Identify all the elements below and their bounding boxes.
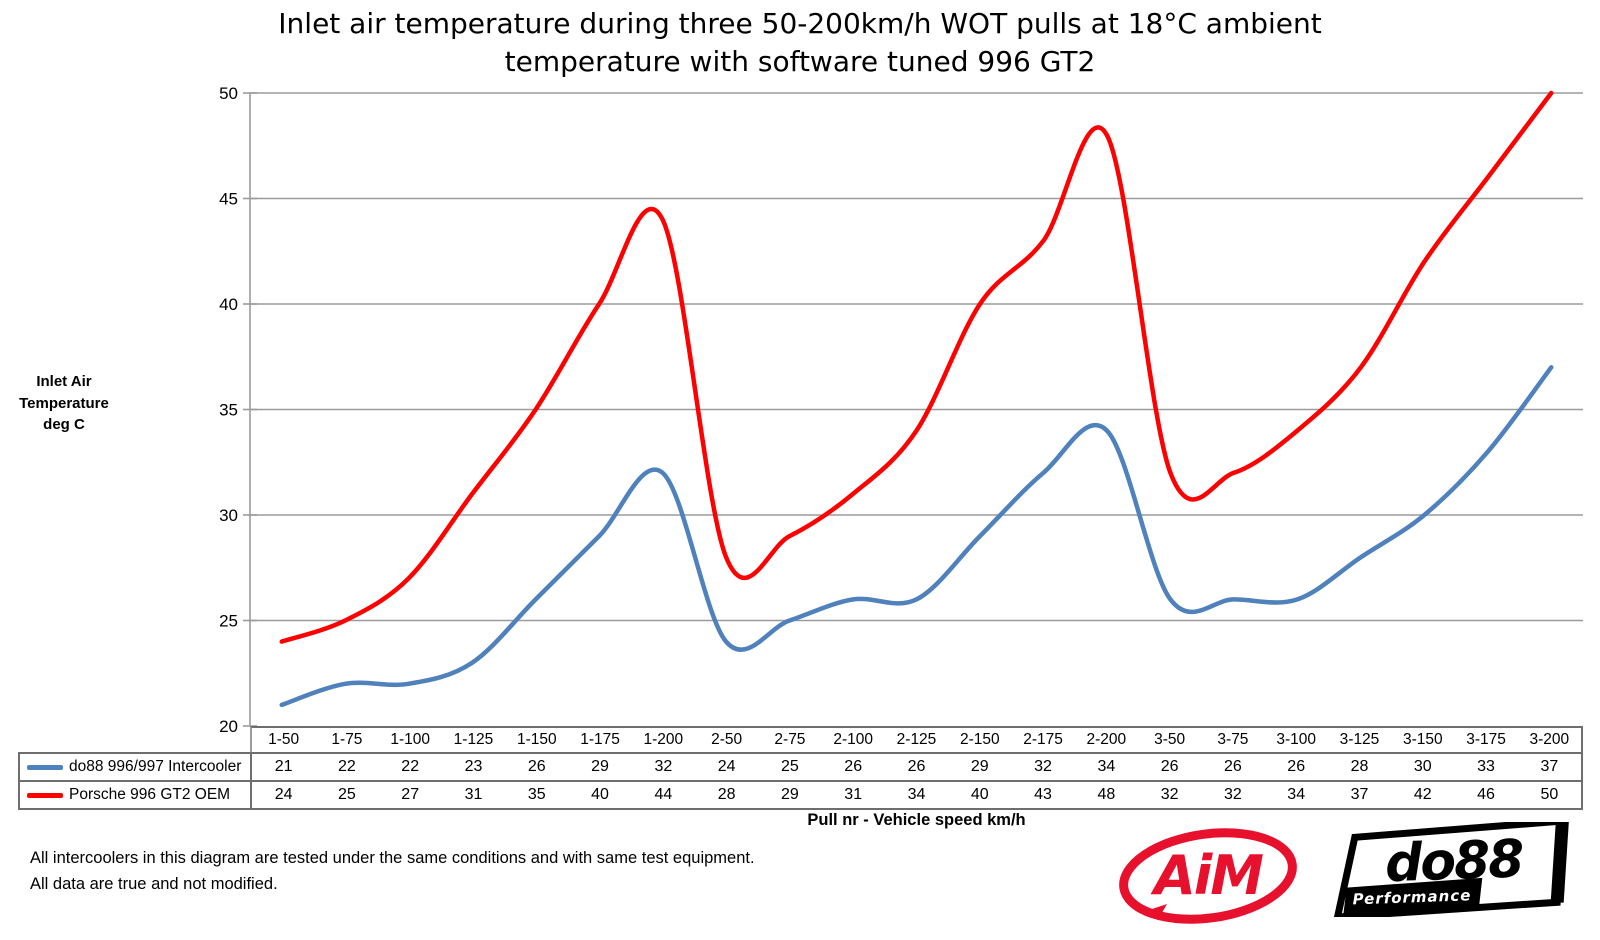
x-category-label: 1-125 — [453, 731, 494, 748]
x-category-label: 2-50 — [711, 731, 743, 748]
do88-logo: do88 Performance — [1333, 822, 1569, 917]
x-category-label: 3-50 — [1154, 731, 1186, 748]
do88-logo-subtext: Performance — [1352, 886, 1471, 908]
table-value-cell: 37 — [1540, 758, 1559, 775]
table-value-cell: 33 — [1477, 758, 1495, 775]
table-value-cell: 31 — [464, 786, 483, 803]
x-category-label: 2-200 — [1086, 731, 1127, 748]
y-tick-label: 35 — [219, 401, 238, 420]
table-value-cell: 40 — [591, 786, 609, 803]
x-category-label: 3-75 — [1217, 731, 1249, 748]
x-category-label: 3-200 — [1529, 731, 1570, 748]
x-category-label: 1-150 — [516, 731, 557, 748]
table-value-cell: 29 — [970, 758, 989, 775]
y-axis-title: Inlet Air Temperature deg C — [19, 373, 109, 433]
table-value-cell: 44 — [654, 786, 673, 803]
table-value-cell: 23 — [464, 758, 483, 775]
x-category-label: 1-100 — [390, 731, 431, 748]
x-category-label: 1-175 — [580, 731, 620, 748]
do88-logo-band — [1343, 877, 1483, 914]
table-value-cell: 30 — [1413, 758, 1432, 775]
y-tick-label: 25 — [219, 612, 238, 631]
legend-swatch — [27, 792, 63, 798]
table-value-cell: 32 — [654, 758, 673, 775]
table-row: Porsche 996 GT2 OEM 24 25 27 31 35 40 44 28 29 31 3… — [20, 782, 1581, 808]
table-value-cell: 32 — [1224, 786, 1242, 803]
table-value-cell: 34 — [1097, 758, 1116, 775]
table-value-cell: 34 — [907, 786, 926, 803]
x-axis-title: Pull nr - Vehicle speed km/h — [807, 811, 1026, 829]
legend-item: do88 996/997 Intercooler — [20, 754, 252, 780]
table-value-cell: 27 — [401, 786, 420, 803]
table-value-cell: 37 — [1350, 786, 1369, 803]
table-value-cell: 35 — [527, 786, 546, 803]
aim-logo-ellipse — [1119, 828, 1297, 924]
table-value-cell: 26 — [844, 758, 863, 775]
x-category-label: 1-75 — [331, 731, 363, 748]
data-table: do88 996/997 Intercooler 21 22 22 23 26 29 32 24… — [18, 752, 1583, 810]
table-value-cell: 43 — [1034, 786, 1052, 803]
legend-label: Porsche 996 GT2 OEM — [69, 786, 231, 803]
table-value-cell: 26 — [1160, 758, 1179, 775]
table-value-cell: 50 — [1540, 786, 1559, 803]
x-category-label: 2-175 — [1023, 731, 1063, 748]
table-value-cell: 22 — [401, 758, 420, 775]
x-category-label: 2-150 — [959, 731, 1000, 748]
x-category-label: 2-75 — [774, 731, 806, 748]
table-value-cell: 26 — [1287, 758, 1306, 775]
x-category-label: 1-200 — [643, 731, 684, 748]
x-category-label: 3-150 — [1402, 731, 1443, 748]
y-tick-label: 20 — [219, 717, 238, 736]
x-category-label: 1-50 — [268, 731, 300, 748]
table-value-cell: 21 — [274, 758, 293, 775]
legend-item: Porsche 996 GT2 OEM — [20, 782, 252, 808]
aim-logo-tail — [1143, 904, 1167, 918]
table-value-cell: 25 — [781, 758, 799, 775]
series-line-do88-intercooler — [279, 365, 1554, 708]
legend-swatch — [27, 764, 63, 770]
table-value-cell: 26 — [1224, 758, 1242, 775]
legend-label: do88 996/997 Intercooler — [69, 758, 242, 775]
table-value-cell: 29 — [591, 758, 609, 775]
y-tick-label: 30 — [219, 506, 238, 525]
table-value-cell: 22 — [338, 758, 356, 775]
table-value-cell: 32 — [1160, 786, 1179, 803]
aim-logo-text: AiM — [1150, 844, 1263, 907]
x-category-row: 1-50 1-75 1-100 1-125 1-150 1-175 1-200 2-50 2-7… — [250, 726, 1583, 752]
do88-logo-right-bar — [1550, 822, 1569, 903]
x-category-label: 2-100 — [833, 731, 874, 748]
series-line-porsche-oem — [279, 90, 1554, 644]
table-value-cell: 26 — [527, 758, 546, 775]
table-value-cell: 25 — [338, 786, 356, 803]
table-row: do88 996/997 Intercooler 21 22 22 23 26 29 32 24… — [20, 754, 1581, 782]
table-value-cell: 29 — [781, 786, 799, 803]
table-value-cell: 32 — [1034, 758, 1052, 775]
table-value-cell: 24 — [717, 758, 736, 775]
y-tick-label: 40 — [219, 295, 238, 314]
table-value-cell: 48 — [1097, 786, 1116, 803]
table-value-cell: 28 — [1350, 758, 1369, 775]
table-value-cell: 24 — [274, 786, 293, 803]
table-value-cell: 34 — [1287, 786, 1306, 803]
disclaimer-text: All intercoolers in this diagram are tes… — [30, 849, 755, 893]
chart-title: Inlet air temperature during three 50-20… — [278, 7, 1322, 78]
table-value-cell: 42 — [1413, 786, 1432, 803]
x-category-label: 3-100 — [1276, 731, 1317, 748]
table-value-cell: 46 — [1477, 786, 1495, 803]
x-category-label: 3-175 — [1466, 731, 1506, 748]
table-value-cell: 26 — [907, 758, 926, 775]
table-value-cell: 40 — [970, 786, 989, 803]
aim-logo: AiM — [1119, 828, 1297, 924]
x-category-label: 2-125 — [896, 731, 937, 748]
table-value-cell: 31 — [844, 786, 863, 803]
y-tick-label: 45 — [219, 190, 238, 209]
table-value-cell: 28 — [717, 786, 736, 803]
x-category-label: 3-125 — [1339, 731, 1380, 748]
y-tick-label: 50 — [219, 84, 238, 103]
